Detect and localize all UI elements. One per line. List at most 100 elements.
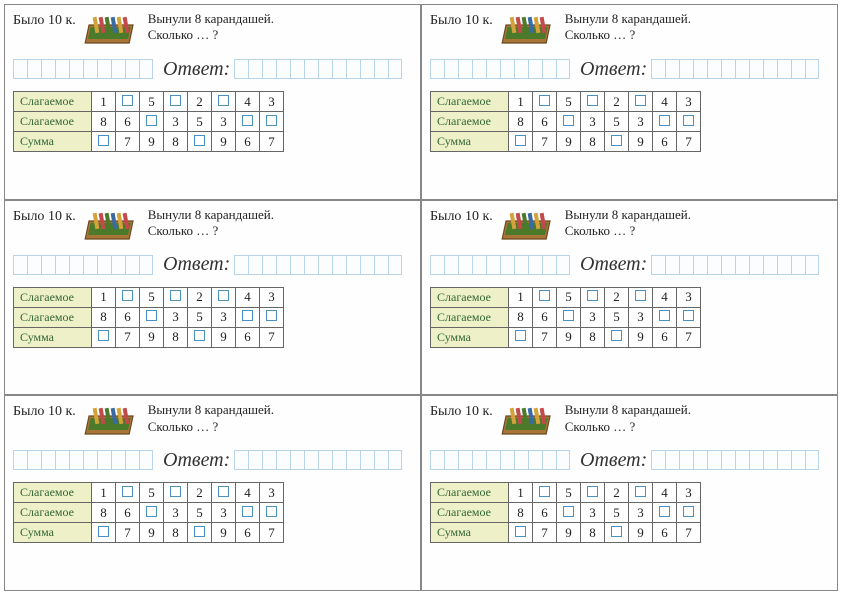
table-cell-blank[interactable] — [92, 132, 116, 152]
table-cell-value: 7 — [533, 523, 557, 543]
table-cell-blank[interactable] — [629, 92, 653, 112]
answer-grid-left[interactable] — [13, 255, 153, 275]
table-cell-blank[interactable] — [509, 523, 533, 543]
table-cell-value: 3 — [260, 483, 284, 503]
table-section: Слагаемое15243Слагаемое86353Сумма798967 — [430, 287, 829, 348]
table-cell-value: 3 — [164, 503, 188, 523]
table-cell-value: 9 — [629, 132, 653, 152]
table-cell-blank[interactable] — [677, 112, 701, 132]
table-cell-blank[interactable] — [581, 287, 605, 307]
table-cell-blank[interactable] — [653, 112, 677, 132]
table-cell-value: 3 — [581, 503, 605, 523]
table-cell-value: 5 — [140, 92, 164, 112]
table-cell-value: 8 — [581, 132, 605, 152]
table-cell-value: 6 — [236, 132, 260, 152]
table-cell-value: 9 — [212, 132, 236, 152]
question-text: Вынули 8 карандашей. Сколько … ? — [565, 207, 691, 240]
table-cell-blank[interactable] — [236, 112, 260, 132]
table-cell-blank[interactable] — [533, 287, 557, 307]
table-cell-blank[interactable] — [557, 307, 581, 327]
worksheet-card: Было 10 к. Вынули 8 карандашей. Сколько … — [4, 395, 421, 591]
table-cell-blank[interactable] — [533, 483, 557, 503]
table-cell-blank[interactable] — [677, 307, 701, 327]
addends-table: Слагаемое15243Слагаемое86353Сумма798967 — [430, 91, 701, 152]
table-cell-blank[interactable] — [164, 483, 188, 503]
table-cell-value: 3 — [164, 307, 188, 327]
table-cell-blank[interactable] — [629, 287, 653, 307]
table-cell-blank[interactable] — [581, 92, 605, 112]
table-cell-blank[interactable] — [212, 483, 236, 503]
table-cell-blank[interactable] — [92, 327, 116, 347]
answer-grid-left[interactable] — [430, 255, 570, 275]
table-cell-blank[interactable] — [188, 523, 212, 543]
table-cell-blank[interactable] — [605, 523, 629, 543]
table-cell-blank[interactable] — [188, 327, 212, 347]
table-cell-value: 7 — [260, 523, 284, 543]
answer-grid-right[interactable] — [651, 255, 819, 275]
table-cell-blank[interactable] — [509, 132, 533, 152]
table-cell-blank[interactable] — [212, 287, 236, 307]
answer-grid-left[interactable] — [13, 59, 153, 79]
table-cell-value: 6 — [116, 307, 140, 327]
table-cell-blank[interactable] — [533, 92, 557, 112]
table-cell-blank[interactable] — [629, 483, 653, 503]
table-cell-blank[interactable] — [605, 132, 629, 152]
table-cell-blank[interactable] — [557, 503, 581, 523]
table-cell-blank[interactable] — [677, 503, 701, 523]
row-header: Сумма — [14, 132, 92, 152]
table-cell-blank[interactable] — [236, 503, 260, 523]
table-cell-blank[interactable] — [260, 503, 284, 523]
table-section: Слагаемое15243Слагаемое86353Сумма798967 — [13, 482, 412, 543]
answer-grid-left[interactable] — [430, 450, 570, 470]
table-cell-blank[interactable] — [116, 92, 140, 112]
table-cell-blank[interactable] — [140, 112, 164, 132]
table-cell-blank[interactable] — [260, 307, 284, 327]
table-cell-blank[interactable] — [509, 327, 533, 347]
answer-label: Ответ: — [580, 253, 647, 276]
table-cell-blank[interactable] — [140, 503, 164, 523]
table-cell-blank[interactable] — [164, 287, 188, 307]
table-cell-value: 3 — [677, 287, 701, 307]
table-cell-blank[interactable] — [164, 92, 188, 112]
row-header: Слагаемое — [14, 503, 92, 523]
table-cell-blank[interactable] — [116, 483, 140, 503]
table-cell-blank[interactable] — [605, 327, 629, 347]
answer-grid-right[interactable] — [234, 255, 402, 275]
table-cell-value: 8 — [509, 307, 533, 327]
table-cell-blank[interactable] — [116, 287, 140, 307]
table-cell-blank[interactable] — [212, 92, 236, 112]
table-cell-blank[interactable] — [140, 307, 164, 327]
row-header: Слагаемое — [431, 503, 509, 523]
row-header: Слагаемое — [14, 92, 92, 112]
table-cell-blank[interactable] — [236, 307, 260, 327]
table-cell-blank[interactable] — [188, 132, 212, 152]
answer-grid-right[interactable] — [651, 450, 819, 470]
answer-grid-left[interactable] — [430, 59, 570, 79]
row-header: Сумма — [431, 327, 509, 347]
was-label: Было 10 к. — [430, 402, 493, 420]
table-cell-blank[interactable] — [557, 112, 581, 132]
table-section: Слагаемое15243Слагаемое86353Сумма798967 — [430, 482, 829, 543]
answer-grid-right[interactable] — [234, 59, 402, 79]
table-cell-value: 8 — [581, 327, 605, 347]
table-cell-value: 5 — [605, 503, 629, 523]
table-cell-value: 1 — [92, 483, 116, 503]
table-cell-value: 3 — [677, 483, 701, 503]
table-cell-blank[interactable] — [92, 523, 116, 543]
answer-grid-left[interactable] — [13, 450, 153, 470]
answer-label: Ответ: — [163, 253, 230, 276]
answer-grid-right[interactable] — [234, 450, 402, 470]
table-cell-value: 7 — [260, 132, 284, 152]
table-cell-blank[interactable] — [653, 503, 677, 523]
table-cell-value: 9 — [557, 132, 581, 152]
row-header: Слагаемое — [14, 112, 92, 132]
table-cell-value: 3 — [629, 112, 653, 132]
problem-row: Было 10 к. Вынули 8 карандашей. Сколько … — [430, 402, 829, 444]
question-text: Вынули 8 карандашей. Сколько … ? — [148, 207, 274, 240]
pencil-box-icon — [84, 402, 140, 438]
row-header: Слагаемое — [431, 112, 509, 132]
table-cell-blank[interactable] — [653, 307, 677, 327]
table-cell-blank[interactable] — [581, 483, 605, 503]
table-cell-blank[interactable] — [260, 112, 284, 132]
answer-grid-right[interactable] — [651, 59, 819, 79]
